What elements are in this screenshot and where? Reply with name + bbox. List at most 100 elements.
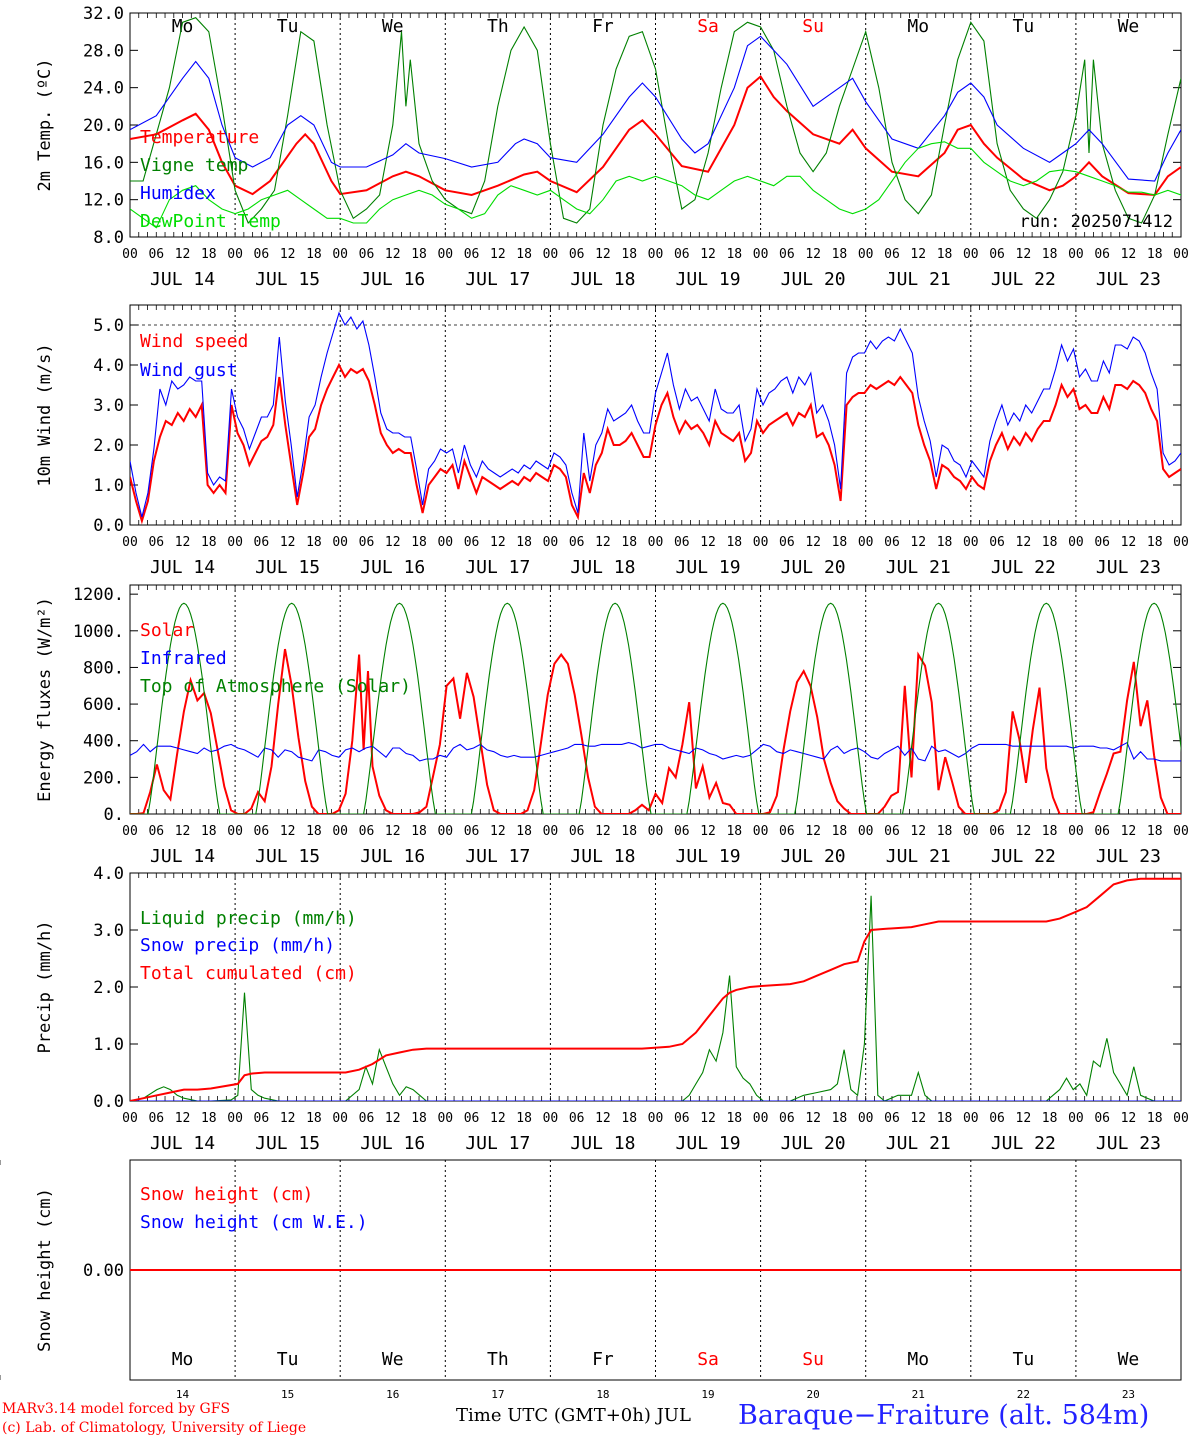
hour-tick-label: 00 bbox=[437, 535, 453, 550]
y-tick-label: 2.0 bbox=[93, 436, 124, 456]
hour-tick-label: 06 bbox=[464, 1111, 480, 1126]
hour-tick-label: 06 bbox=[254, 824, 270, 839]
series-line-wind-gust bbox=[130, 311, 1181, 518]
legend-entry: Humidex bbox=[140, 183, 216, 204]
hour-tick-label: 00 bbox=[1068, 824, 1084, 839]
hour-tick-label: 06 bbox=[569, 535, 585, 550]
legend-entry: Wind speed bbox=[140, 331, 248, 352]
series-group bbox=[130, 602, 1181, 814]
day-of-week-label: Mo bbox=[907, 1349, 929, 1370]
hour-tick-label: 06 bbox=[359, 824, 375, 839]
hour-tick-label: 00 bbox=[122, 535, 138, 550]
hour-tick-label: 06 bbox=[1094, 535, 1110, 550]
hour-tick-label: 00 bbox=[543, 1111, 559, 1126]
hour-tick-label: 12 bbox=[385, 535, 401, 550]
date-label: JUL 20 bbox=[781, 1133, 846, 1154]
hour-tick-label: 06 bbox=[254, 535, 270, 550]
date-label: JUL 22 bbox=[991, 846, 1056, 867]
hour-tick-label: 00 bbox=[1068, 1111, 1084, 1126]
date-label: JUL 15 bbox=[255, 1133, 320, 1154]
hour-tick-label: 12 bbox=[910, 824, 926, 839]
panel-4: 0.0 1.0 2.0 3.0 4.0 Precip (mm/h) 00 06 12 18 00 06… bbox=[35, 864, 1189, 1154]
hour-tick-label: 00 bbox=[1173, 1111, 1189, 1126]
hour-tick-label: 18 bbox=[306, 1111, 322, 1126]
date-label: JUL 22 bbox=[991, 269, 1056, 290]
hour-tick-label: 12 bbox=[1121, 535, 1137, 550]
day-of-week-label: Tu bbox=[277, 16, 299, 37]
hour-tick-label: 18 bbox=[411, 247, 427, 262]
hour-tick-label: 18 bbox=[937, 247, 953, 262]
hour-tick-label: 00 bbox=[753, 247, 769, 262]
date-label: JUL 14 bbox=[150, 557, 215, 578]
hour-tick-label: 18 bbox=[726, 1111, 742, 1126]
date-label: JUL 19 bbox=[676, 1133, 741, 1154]
y-tick-label: 20.0 bbox=[83, 116, 124, 136]
date-label: JUL 20 bbox=[781, 846, 846, 867]
day-of-week-label: Th bbox=[487, 1349, 509, 1370]
series-line-total-cumulated-cm bbox=[130, 877, 1181, 1101]
legend-entry: Total cumulated (cm) bbox=[140, 963, 357, 984]
day-number-label: 17 bbox=[491, 1388, 504, 1401]
hour-tick-label: 06 bbox=[989, 247, 1005, 262]
y-tick-label: 32.0 bbox=[83, 4, 124, 24]
hour-tick-label: 00 bbox=[963, 1111, 979, 1126]
series-line-vigne-temp bbox=[130, 17, 1181, 225]
hour-tick-label: 12 bbox=[1016, 535, 1032, 550]
day-of-week-label: Th bbox=[487, 16, 509, 37]
hour-tick-label: 00 bbox=[1068, 247, 1084, 262]
date-label: JUL 22 bbox=[991, 557, 1056, 578]
date-label: JUL 14 bbox=[150, 269, 215, 290]
hour-tick-label: 18 bbox=[516, 824, 532, 839]
hour-tick-label: 00 bbox=[963, 535, 979, 550]
legend-entry: Temperature bbox=[140, 127, 259, 148]
hour-tick-label: 06 bbox=[359, 247, 375, 262]
hour-tick-label: 00 bbox=[963, 247, 979, 262]
hour-tick-label: 06 bbox=[569, 824, 585, 839]
y-tick-label: 24.0 bbox=[83, 79, 124, 99]
hour-tick-label: 06 bbox=[359, 1111, 375, 1126]
hour-tick-label: 18 bbox=[832, 247, 848, 262]
hour-tick-label: 12 bbox=[910, 1111, 926, 1126]
hour-tick-label: 00 bbox=[227, 535, 243, 550]
hour-tick-label: 06 bbox=[884, 535, 900, 550]
day-of-week-label: Fr bbox=[592, 16, 614, 37]
hour-tick-label: 00 bbox=[858, 1111, 874, 1126]
hour-tick-label: 12 bbox=[805, 247, 821, 262]
hour-tick-label: 00 bbox=[122, 247, 138, 262]
hour-tick-label: 18 bbox=[306, 247, 322, 262]
hour-tick-label: 12 bbox=[490, 247, 506, 262]
hour-tick-label: 00 bbox=[648, 1111, 664, 1126]
legend-entry: Snow height (cm) bbox=[140, 1184, 313, 1205]
hour-tick-label: 18 bbox=[1147, 247, 1163, 262]
hour-tick-label: 12 bbox=[175, 535, 191, 550]
y-tick-label: 28.0 bbox=[83, 41, 124, 61]
date-label: JUL 18 bbox=[570, 846, 635, 867]
hour-tick-label: 18 bbox=[937, 1111, 953, 1126]
hour-tick-label: 12 bbox=[1016, 247, 1032, 262]
hour-tick-label: 00 bbox=[1068, 535, 1084, 550]
y-tick-label: 3.0 bbox=[93, 396, 124, 416]
hour-tick-label: 12 bbox=[700, 535, 716, 550]
legend-entry: Solar bbox=[140, 620, 194, 641]
hour-tick-label: 00 bbox=[543, 535, 559, 550]
hour-tick-label: 00 bbox=[858, 247, 874, 262]
legend-entry: Infrared bbox=[140, 648, 227, 669]
hour-tick-label: 18 bbox=[1147, 824, 1163, 839]
date-label: JUL 16 bbox=[360, 1133, 425, 1154]
hour-tick-label: 12 bbox=[280, 535, 296, 550]
series-group bbox=[130, 17, 1181, 229]
hour-tick-label: 18 bbox=[832, 824, 848, 839]
hour-tick-label: 12 bbox=[175, 247, 191, 262]
series-line-temperature bbox=[130, 74, 1181, 197]
hour-tick-label: 00 bbox=[648, 824, 664, 839]
date-label: JUL 14 bbox=[150, 1133, 215, 1154]
hour-tick-label: 00 bbox=[227, 824, 243, 839]
panel-5: 0.00 Snow height (cm) 14 15 16 17 18 19 20 21 22 23… bbox=[0, 1159, 1182, 1401]
y-axis-label: Precip (mm/h) bbox=[35, 920, 55, 1053]
hour-tick-label: 18 bbox=[832, 1111, 848, 1126]
hour-tick-label: 06 bbox=[359, 535, 375, 550]
hour-tick-label: 06 bbox=[464, 824, 480, 839]
hour-tick-label: 00 bbox=[1173, 824, 1189, 839]
credit-line-1: MARv3.14 model forced by GFS bbox=[2, 1401, 231, 1417]
hour-tick-label: 06 bbox=[674, 1111, 690, 1126]
